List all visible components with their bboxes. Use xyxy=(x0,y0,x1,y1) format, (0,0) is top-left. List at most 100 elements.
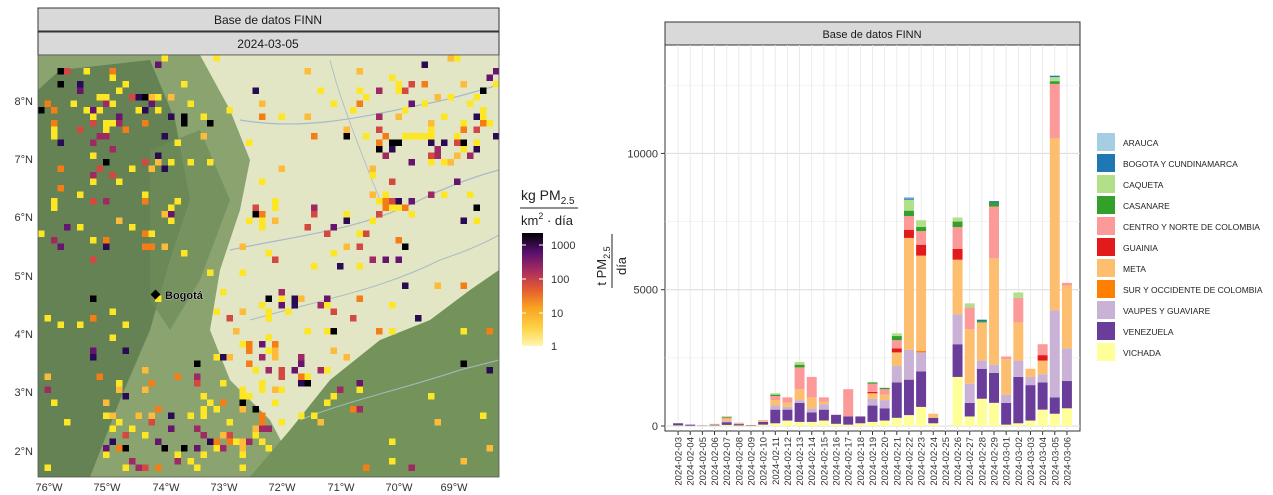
fire-pixel xyxy=(265,367,272,374)
bar-segment-venezuela xyxy=(746,425,756,426)
fire-pixel xyxy=(278,302,285,309)
legend-label: CAQUETA xyxy=(1123,180,1164,190)
bar-segment-vichada xyxy=(976,398,987,426)
fire-pixel xyxy=(116,120,123,127)
fire-pixel xyxy=(259,425,266,432)
bar-segment-casanare xyxy=(1049,81,1060,84)
fire-pixel xyxy=(493,133,499,140)
fire-pixel xyxy=(187,458,194,465)
bar-segment-meta xyxy=(794,389,805,401)
fire-pixel xyxy=(291,367,298,374)
fire-pixel xyxy=(168,211,175,218)
fire-pixel xyxy=(408,211,415,218)
fire-pixel xyxy=(109,100,116,107)
fire-pixel xyxy=(265,334,272,341)
fire-pixel xyxy=(103,120,110,127)
fire-pixel xyxy=(122,445,129,452)
legend-label: CENTRO Y NORTE DE COLOMBIA xyxy=(1123,222,1260,232)
fire-pixel xyxy=(376,198,383,205)
fire-pixel xyxy=(187,100,194,107)
fire-pixel xyxy=(226,438,233,445)
fire-pixel xyxy=(122,432,129,439)
fire-pixel xyxy=(122,393,129,400)
y-axis-label: t PM2.5 día xyxy=(594,234,629,288)
fire-pixel xyxy=(181,120,188,127)
fire-pixel xyxy=(57,321,64,328)
fire-pixel xyxy=(116,386,123,393)
fire-pixel xyxy=(382,133,389,140)
fire-pixel xyxy=(148,412,155,419)
bar-segment-meta xyxy=(928,413,939,418)
fire-pixel xyxy=(90,354,97,361)
bar-segment-bogota-y-cundinamarca xyxy=(976,319,987,322)
fire-pixel xyxy=(174,139,181,146)
bar-segment-vichada xyxy=(770,423,781,426)
fire-pixel xyxy=(272,256,279,263)
bar-segment-vaupes-y-guaviare xyxy=(758,421,769,422)
legend-swatch xyxy=(1097,259,1115,277)
bar-segment-centro-y-norte-de-colombia xyxy=(891,340,902,349)
fire-pixel xyxy=(187,159,194,166)
fire-pixel xyxy=(51,133,58,140)
fire-pixel xyxy=(122,464,129,471)
bar-segment-venezuela xyxy=(1013,376,1024,424)
fire-pixel xyxy=(200,432,207,439)
colorbar-unit-top: kg PM2.5 xyxy=(521,187,575,207)
fire-pixel xyxy=(402,204,409,211)
fire-pixel xyxy=(90,139,97,146)
bar-segment-centro-y-norte-de-colombia xyxy=(916,231,927,245)
fire-pixel xyxy=(311,263,318,270)
fire-pixel xyxy=(408,81,415,88)
fire-pixel xyxy=(116,419,123,426)
fire-pixel xyxy=(428,393,435,400)
fire-pixel xyxy=(356,295,363,302)
bar-segment-casanare xyxy=(879,387,890,390)
fire-pixel xyxy=(109,68,116,75)
fire-pixel xyxy=(109,120,116,127)
fire-pixel xyxy=(103,412,110,419)
fire-pixel xyxy=(311,211,318,218)
fire-pixel xyxy=(239,386,246,393)
fire-pixel xyxy=(155,159,162,166)
x-tick-label: 2024-02-23 xyxy=(917,437,928,486)
fire-pixel xyxy=(454,152,461,159)
fire-pixel xyxy=(291,295,298,302)
x-tick-label: 2024-02-14 xyxy=(807,437,818,486)
bar-segment-venezuela xyxy=(964,402,975,417)
bar-segment-meta xyxy=(1037,360,1048,375)
fire-pixel xyxy=(38,230,45,237)
bar-segment-vichada xyxy=(855,423,866,426)
legend-swatch xyxy=(1097,280,1115,298)
fire-pixel xyxy=(168,204,175,211)
fire-pixel xyxy=(330,393,337,400)
x-tick-label: 2024-02-24 xyxy=(929,437,940,486)
fire-pixel xyxy=(402,243,409,250)
fire-pixel xyxy=(428,139,435,146)
map-date-strip: 2024-03-05 xyxy=(237,37,299,51)
bar-segment-casanare xyxy=(976,321,987,323)
fire-pixel xyxy=(369,191,376,198)
bar-segment-centro-y-norte-de-colombia xyxy=(879,389,890,395)
fire-pixel xyxy=(317,367,324,374)
fire-pixel xyxy=(239,393,246,400)
legend-label: CASANARE xyxy=(1123,201,1170,211)
fire-pixel xyxy=(109,146,116,153)
fire-pixel xyxy=(168,113,175,120)
fire-pixel xyxy=(32,146,39,153)
bar-segment-centro-y-norte-de-colombia xyxy=(1013,297,1024,323)
fire-pixel xyxy=(239,341,246,348)
x-tick-label: 2024-02-27 xyxy=(965,437,976,486)
x-tick-label: 2024-02-05 xyxy=(698,437,709,486)
legend-swatch xyxy=(1097,196,1115,214)
fire-pixel xyxy=(90,347,97,354)
fire-pixel xyxy=(239,451,246,458)
fire-pixel xyxy=(259,386,266,393)
fire-pixel xyxy=(395,204,402,211)
bar-segment-meta xyxy=(964,329,975,384)
bar-segment-vichada xyxy=(733,425,744,426)
legend-swatch xyxy=(1097,238,1115,256)
fire-pixel xyxy=(415,315,422,322)
bar-segment-venezuela xyxy=(903,379,914,416)
fire-pixel xyxy=(64,68,71,75)
